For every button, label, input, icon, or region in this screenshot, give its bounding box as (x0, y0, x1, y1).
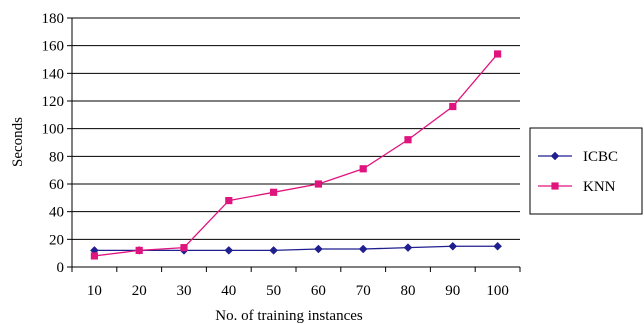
data-point-icbc (314, 244, 323, 254)
data-point-icbc (269, 246, 278, 255)
y-tick-labels: 0 20 40 60 80 100 120 140 160 180 (42, 11, 65, 276)
series-line-knn (94, 53, 499, 257)
y-tick-label: 80 (49, 149, 64, 165)
x-tick-label: 50 (266, 283, 281, 299)
x-tick-label: 60 (311, 283, 326, 299)
y-tick-label: 180 (42, 11, 65, 27)
data-point-knn (270, 188, 278, 196)
y-tick-label: 60 (49, 177, 64, 193)
data-point-icbc (358, 244, 368, 254)
x-tick-label: 20 (132, 283, 147, 299)
legend-label-knn: KNN (583, 179, 616, 195)
series-layer (90, 50, 502, 260)
data-point-icbc (493, 241, 502, 251)
legend-label-icbc: ICBC (583, 149, 618, 165)
x-tick-label: 10 (87, 283, 102, 299)
y-tick-label: 120 (42, 94, 65, 110)
y-tick-label: 0 (57, 260, 65, 276)
data-point-knn (359, 165, 367, 173)
data-point-icbc (224, 246, 234, 255)
x-tick-label: 80 (401, 283, 416, 299)
data-point-icbc (448, 241, 458, 251)
y-axis-title: Seconds (10, 117, 26, 167)
data-point-knn (494, 50, 502, 58)
axes (71, 18, 521, 272)
y-tick-label: 20 (49, 232, 64, 248)
y-tick-label: 160 (42, 39, 65, 55)
data-point-knn (225, 197, 233, 205)
y-tick-label: 100 (42, 122, 65, 138)
data-point-knn (314, 180, 322, 188)
legend-marker-icbc (550, 151, 560, 161)
data-point-icbc (403, 243, 413, 252)
x-tick-label: 30 (177, 283, 192, 299)
legend-box (529, 127, 643, 215)
gridlines (67, 17, 520, 268)
y-tick-label: 40 (49, 205, 64, 221)
data-point-knn (404, 136, 412, 144)
y-tick-label: 140 (42, 66, 65, 82)
x-tick-label: 90 (445, 283, 460, 299)
x-tick-label: 40 (221, 283, 236, 299)
data-point-knn (180, 244, 188, 252)
series-knn (90, 50, 502, 260)
x-tick-labels: 10 20 30 40 50 60 70 80 90 100 (87, 283, 509, 299)
series-icbc (90, 241, 502, 255)
data-point-knn (90, 252, 98, 260)
data-point-knn (449, 102, 457, 111)
x-tick-label: 70 (356, 283, 371, 299)
legend-marker-knn (551, 182, 559, 190)
series-line-icbc (94, 245, 498, 252)
data-point-knn (135, 246, 143, 254)
x-axis-title: No. of training instances (215, 308, 363, 324)
x-tick-label: 100 (486, 283, 509, 299)
legend: ICBC KNN (529, 127, 643, 215)
